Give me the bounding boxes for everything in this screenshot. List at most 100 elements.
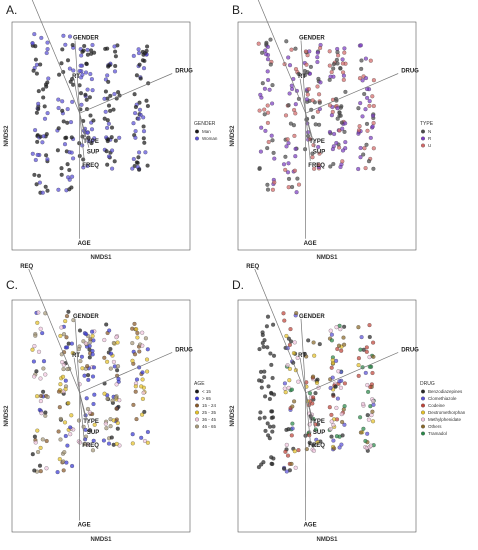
scatter-point — [368, 135, 373, 140]
scatter-point — [37, 463, 43, 468]
scatter-point — [79, 53, 84, 58]
scatter-point — [359, 66, 364, 71]
scatter-point — [292, 449, 297, 454]
scatter-point — [135, 335, 140, 340]
scatter-point — [108, 93, 113, 98]
scatter-point — [40, 331, 45, 336]
scatter-point — [68, 425, 73, 430]
scatter-point — [130, 326, 135, 331]
scatter-point — [115, 340, 120, 345]
scatter-point — [45, 157, 50, 162]
scatter-point — [289, 433, 294, 438]
scatter-point — [313, 122, 318, 127]
scatter-point — [38, 399, 43, 404]
scatter-point — [305, 92, 310, 97]
scatter-point — [33, 440, 38, 445]
scatter-point — [267, 396, 272, 402]
scatter-point — [360, 78, 365, 83]
scatter-point — [271, 150, 276, 155]
scatter-point — [77, 141, 82, 146]
scatter-point — [58, 333, 63, 338]
legend-swatch — [195, 424, 199, 429]
scatter-point — [142, 58, 147, 63]
scatter-point — [45, 47, 50, 52]
scatter-point — [315, 109, 320, 114]
y-axis-title: NMDS2 — [4, 405, 10, 427]
scatter-point — [261, 344, 266, 349]
scatter-point — [64, 460, 69, 465]
vector-drug — [79, 352, 173, 394]
scatter-point — [60, 360, 65, 365]
legend-label: < 15 — [202, 389, 211, 394]
scatter-point — [287, 63, 293, 68]
scatter-point — [366, 417, 371, 422]
scatter-point — [260, 332, 265, 338]
scatter-point — [258, 369, 264, 374]
scatter-point — [63, 378, 68, 383]
scatter-point — [90, 374, 96, 379]
scatter-point — [327, 103, 333, 108]
scatter-point — [327, 49, 332, 54]
scatter-point — [76, 418, 82, 423]
scatter-point — [342, 404, 347, 409]
legend-swatch — [195, 403, 199, 408]
scatter-point — [366, 389, 371, 394]
scatter-point — [265, 69, 270, 74]
scatter-point — [265, 421, 270, 426]
scatter-point — [117, 398, 122, 403]
scatter-point — [33, 44, 38, 49]
scatter-point — [131, 53, 136, 58]
scatter-point — [86, 442, 91, 447]
scatter-point — [328, 385, 333, 391]
scatter-point — [84, 332, 89, 337]
scatter-point — [316, 76, 321, 81]
scatter-point — [285, 137, 290, 142]
scatter-point — [265, 182, 270, 187]
scatter-point — [329, 419, 334, 424]
scatter-points — [256, 311, 376, 474]
scatter-point — [359, 58, 364, 63]
x-axis-title: NMDS1 — [90, 255, 112, 261]
scatter-point — [92, 392, 97, 397]
scatter-point — [90, 88, 95, 93]
scatter-point — [342, 381, 347, 386]
scatter-point — [145, 369, 150, 374]
scatter-point — [134, 377, 140, 382]
scatter-point — [266, 139, 271, 145]
scatter-point — [334, 358, 339, 363]
scatter-points — [30, 32, 151, 195]
scatter-point — [296, 379, 301, 384]
scatter-point — [335, 346, 340, 352]
scatter-point — [356, 166, 361, 172]
scatter-point — [102, 355, 107, 360]
scatter-point — [65, 120, 70, 125]
scatter-point — [104, 426, 109, 431]
scatter-point — [312, 353, 317, 358]
scatter-point — [70, 42, 75, 48]
scatter-point — [42, 116, 48, 121]
scatter-point — [83, 427, 88, 432]
scatter-point — [137, 167, 142, 172]
scatter-point — [367, 355, 372, 360]
vector-label-freq: FREQ — [308, 163, 325, 169]
scatter-point — [43, 184, 48, 189]
scatter-point — [341, 335, 346, 340]
legend-swatch — [421, 143, 425, 148]
vector-label-rt: RT — [72, 74, 80, 80]
scatter-point — [338, 105, 343, 110]
scatter-point — [114, 441, 119, 446]
vector-freq — [305, 392, 311, 442]
scatter-point — [291, 351, 296, 356]
vector-drug — [79, 73, 173, 114]
scatter-point — [140, 330, 145, 335]
scatter-point — [265, 146, 270, 151]
scatter-point — [59, 172, 64, 177]
scatter-point — [34, 110, 39, 115]
scatter-point — [78, 359, 83, 364]
scatter-point — [111, 418, 116, 423]
scatter-point — [339, 348, 344, 353]
scatter-point — [41, 359, 47, 364]
scatter-point — [135, 330, 140, 336]
scatter-point — [304, 62, 309, 67]
